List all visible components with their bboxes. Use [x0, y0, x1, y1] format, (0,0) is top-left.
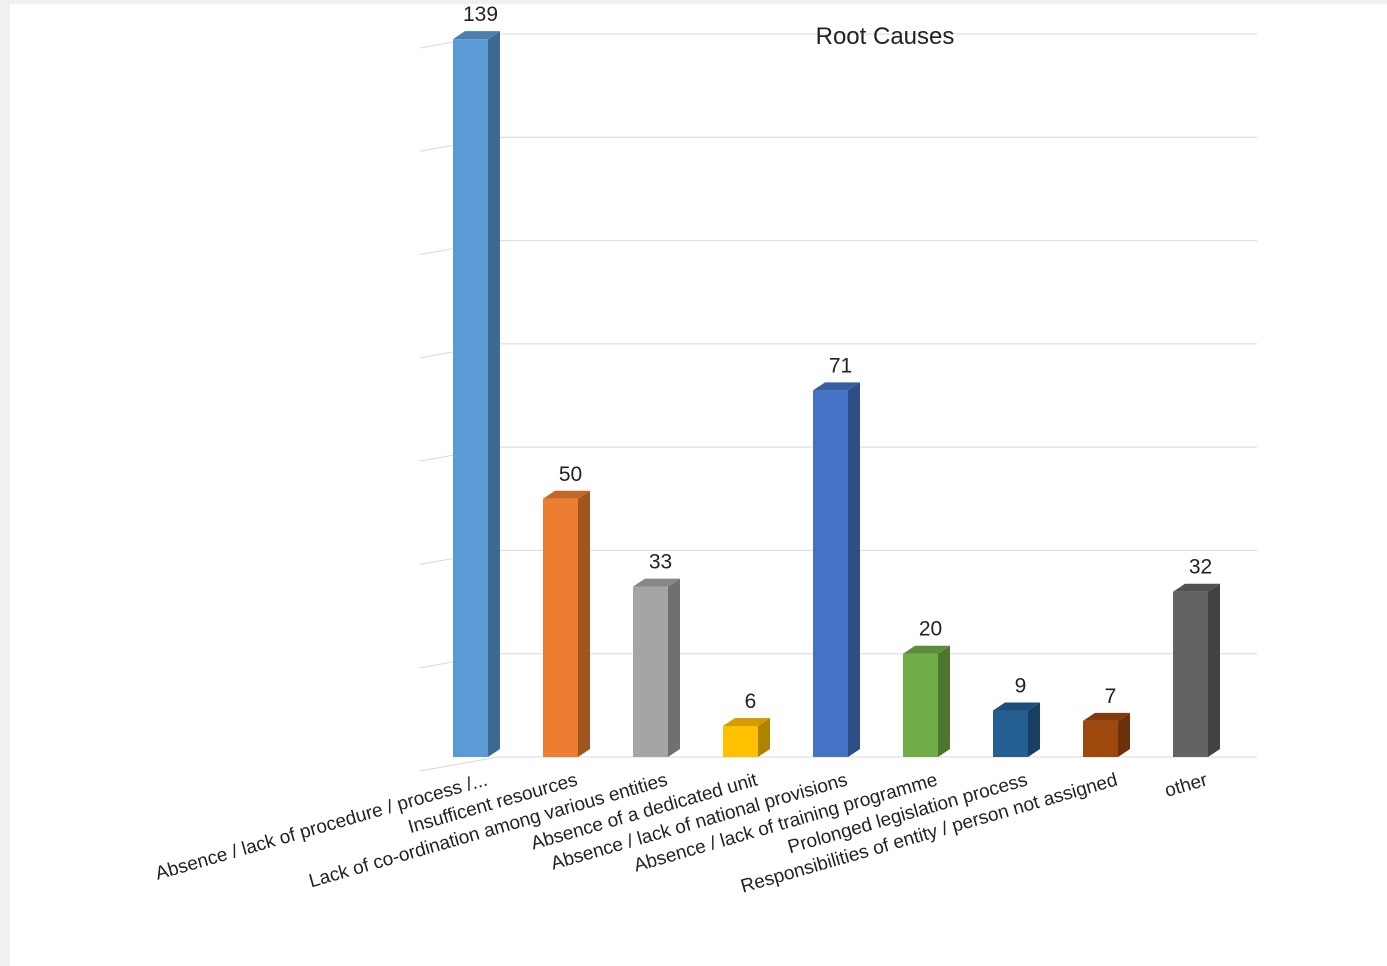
bar-top — [1083, 712, 1130, 721]
bar-side — [1028, 702, 1040, 757]
bar — [813, 382, 860, 757]
bar-side — [488, 31, 500, 757]
category-label: other — [1162, 769, 1210, 801]
bar-top — [993, 702, 1040, 711]
bar-front — [813, 390, 848, 757]
value-label: 9 — [1015, 675, 1027, 698]
value-label: 7 — [1105, 685, 1117, 708]
bar — [633, 578, 680, 757]
category-labels: Absence / lack of procedure / process /.… — [153, 769, 1210, 897]
bar-top — [633, 578, 680, 587]
bar-side — [938, 645, 950, 757]
value-label: 20 — [919, 618, 942, 641]
chart-area: Root Causes 139 50 33 6 71 20 9 7 32 Absence / l… — [10, 4, 1387, 966]
bar-top — [723, 718, 770, 727]
value-label: 71 — [829, 354, 852, 377]
bar-front — [633, 586, 668, 757]
value-label: 50 — [559, 463, 582, 486]
bar — [453, 31, 500, 757]
bar-side — [848, 382, 860, 757]
bar-front — [1173, 591, 1208, 757]
bar-front — [543, 498, 578, 757]
bars — [453, 31, 1220, 757]
value-labels: 139 50 33 6 71 20 9 7 32 — [463, 4, 1212, 713]
bar-front — [453, 39, 488, 757]
root-causes-chart: Root Causes 139 50 33 6 71 20 9 7 32 Absence / l… — [153, 4, 1257, 898]
value-label: 33 — [649, 551, 672, 574]
bar-top — [543, 490, 590, 499]
bar-front — [903, 653, 938, 757]
chart-title: Root Causes — [816, 23, 955, 50]
bar — [543, 490, 590, 757]
bar-side — [668, 578, 680, 757]
bar-top — [903, 645, 950, 654]
bar-front — [1083, 720, 1118, 757]
bar-side — [1208, 583, 1220, 757]
bar — [723, 718, 770, 757]
value-label: 139 — [463, 4, 498, 26]
value-label: 6 — [745, 690, 757, 713]
bar-top — [453, 31, 500, 40]
bar-front — [723, 726, 758, 757]
side-gridline — [419, 756, 499, 772]
bar — [993, 702, 1040, 757]
bar-side — [578, 490, 590, 757]
bar-top — [1173, 583, 1220, 592]
value-label: 32 — [1189, 556, 1212, 579]
bar-side — [758, 718, 770, 757]
bar-side — [1118, 712, 1130, 757]
bar — [1173, 583, 1220, 757]
bar — [1083, 712, 1130, 757]
bar-front — [993, 710, 1028, 757]
bar — [903, 645, 950, 757]
bar-top — [813, 382, 860, 391]
